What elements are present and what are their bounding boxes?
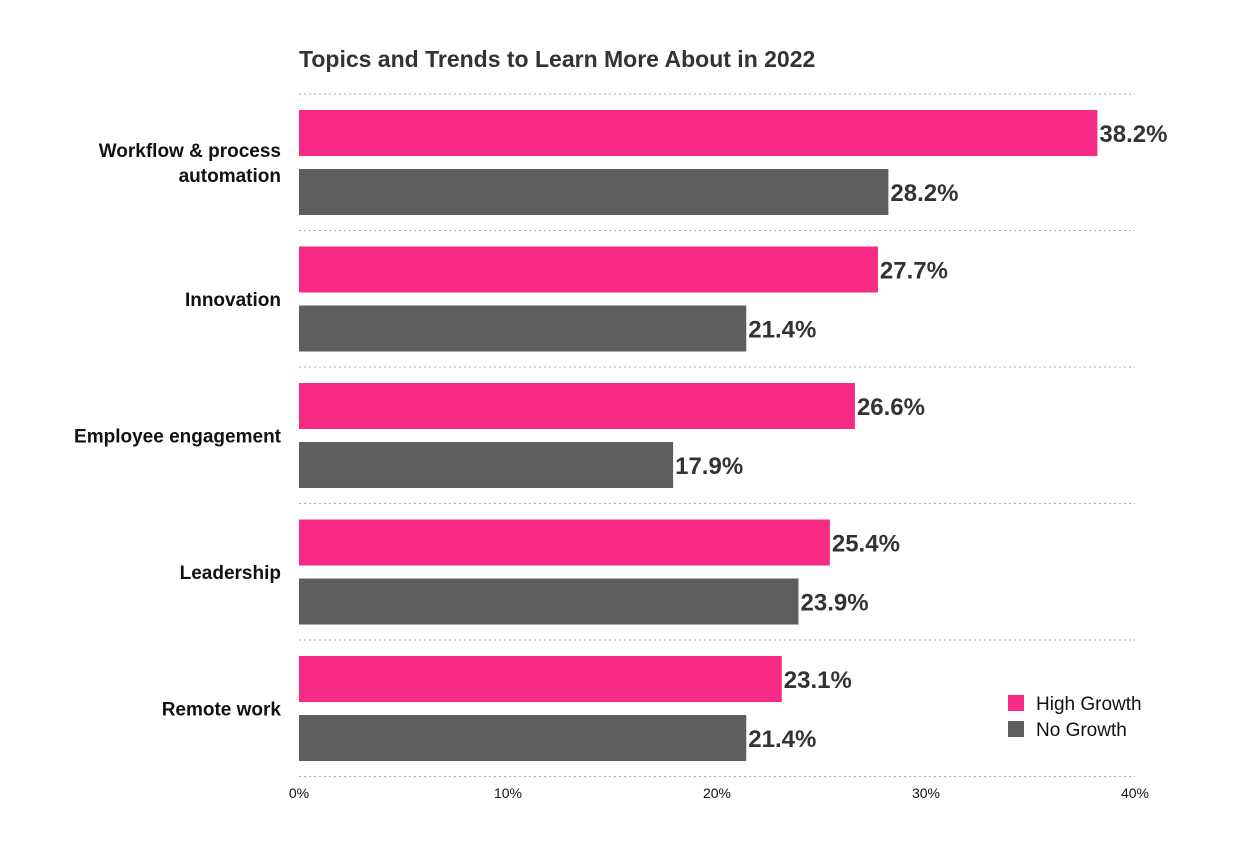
category-label: Remote work <box>162 699 282 720</box>
legend-label: No Growth <box>1036 720 1127 741</box>
bar-high-growth <box>299 110 1098 156</box>
category-labels: Workflow & process automation Innovation Em… <box>74 141 282 721</box>
bar-value-label: 21.4% <box>748 726 816 753</box>
bar-value-label: 27.7% <box>880 258 948 285</box>
category-label: Leadership <box>180 563 281 584</box>
bar-high-growth <box>299 519 830 566</box>
bar-value-label: 26.6% <box>857 394 925 421</box>
legend-label: High Growth <box>1036 694 1142 715</box>
x-tick-label: 20% <box>703 785 731 801</box>
bar-no-growth <box>299 169 889 215</box>
x-axis-ticks: 0% 10% 20% 30% 40% <box>289 785 1149 801</box>
x-tick-label: 10% <box>494 785 522 801</box>
bar-high-growth <box>299 383 855 429</box>
bar-value-label: 25.4% <box>832 531 900 558</box>
legend-swatch <box>1008 695 1024 711</box>
gridlines <box>299 93 1135 777</box>
x-tick-label: 40% <box>1121 785 1149 801</box>
x-tick-label: 0% <box>289 785 309 801</box>
bar-value-label: 23.1% <box>784 667 852 694</box>
category-label: Workflow & process automation <box>99 141 281 187</box>
bar-no-growth <box>299 305 747 352</box>
bar-no-growth <box>299 578 799 625</box>
bar-value-label: 23.9% <box>801 590 869 617</box>
bar-value-label: 28.2% <box>890 180 958 207</box>
bar-value-label: 38.2% <box>1099 121 1167 148</box>
bar-high-growth <box>299 656 782 702</box>
x-tick-label: 30% <box>912 785 940 801</box>
bar-value-label: 21.4% <box>748 317 816 344</box>
bar-no-growth <box>299 442 674 488</box>
value-labels: 38.2% 28.2% 27.7% 21.4% 26.6% 17.9% 25.4% 23.9%… <box>675 121 1167 753</box>
legend: High Growth No Growth <box>1008 694 1142 741</box>
category-label: Innovation <box>185 290 281 311</box>
legend-swatch <box>1008 721 1024 737</box>
bar-group <box>299 110 1098 761</box>
chart-title: Topics and Trends to Learn More About in… <box>299 46 815 72</box>
category-label: Employee engagement <box>74 426 282 447</box>
bar-value-label: 17.9% <box>675 453 743 480</box>
bar-no-growth <box>299 715 747 761</box>
bar-high-growth <box>299 246 878 293</box>
